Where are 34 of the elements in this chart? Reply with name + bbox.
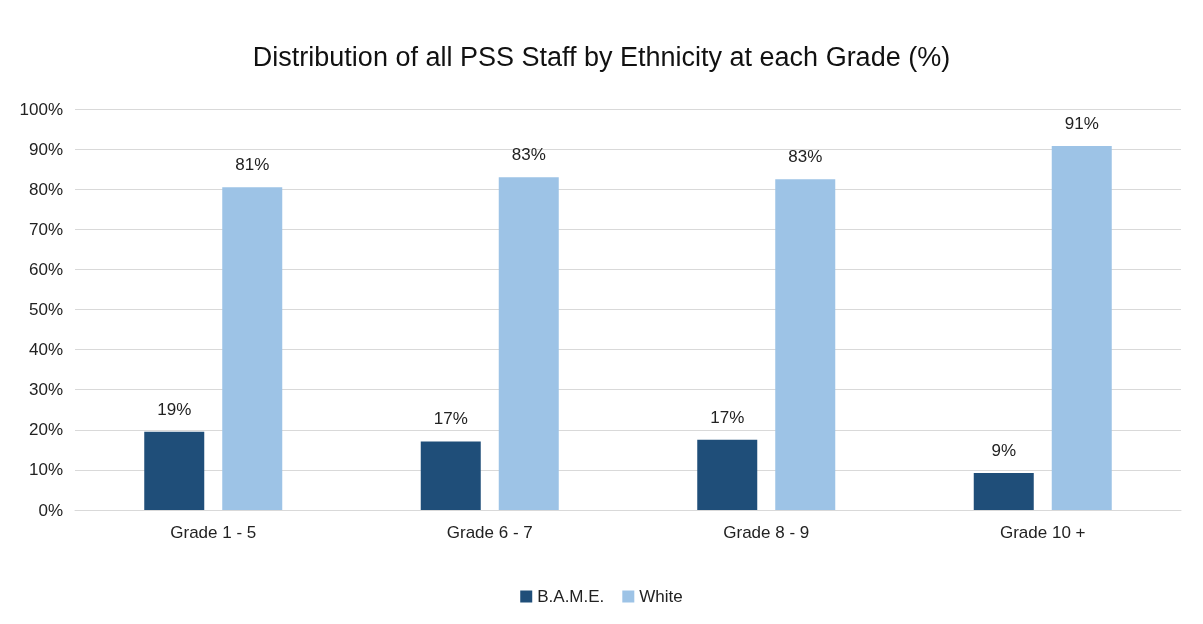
y-tick-label: 10%: [28, 460, 63, 480]
y-tick-label: 40%: [28, 340, 63, 360]
y-tick-label: 90%: [28, 139, 63, 159]
data-label: 91%: [1064, 113, 1099, 133]
legend-label: B.A.M.E.: [537, 587, 605, 606]
data-label: 9%: [991, 441, 1017, 461]
bar: [973, 473, 1034, 510]
chart-title: Distribution of all PSS Staff by Ethnicity at each Grade (%): [252, 41, 951, 72]
x-tick-label: Grade 8 - 9: [723, 523, 810, 542]
y-tick-label: 30%: [28, 380, 63, 400]
bar: [144, 431, 205, 510]
y-tick-label: 80%: [28, 179, 63, 199]
data-label: 83%: [511, 145, 546, 165]
data-label: 19%: [157, 399, 192, 419]
y-tick-label: 70%: [28, 219, 63, 239]
y-tick-label: 50%: [28, 300, 63, 319]
bar: [1051, 145, 1112, 510]
bar: [498, 177, 559, 510]
bar: [775, 179, 836, 510]
y-tick-label: 0%: [38, 500, 63, 520]
data-label: 17%: [433, 409, 468, 429]
bar: [420, 441, 481, 510]
y-tick-label: 20%: [28, 420, 63, 440]
y-tick-label: 100%: [19, 99, 63, 119]
data-label: 81%: [235, 155, 270, 175]
bar: [222, 187, 283, 510]
data-label: 17%: [710, 407, 745, 427]
legend-label: White: [639, 587, 683, 606]
data-label: 83%: [788, 147, 823, 167]
x-tick-label: Grade 1 - 5: [170, 523, 257, 542]
bar: [697, 439, 758, 510]
x-tick-label: Grade 10 +: [999, 523, 1086, 542]
x-tick-label: Grade 6 - 7: [446, 523, 533, 542]
y-tick-label: 60%: [28, 259, 63, 279]
